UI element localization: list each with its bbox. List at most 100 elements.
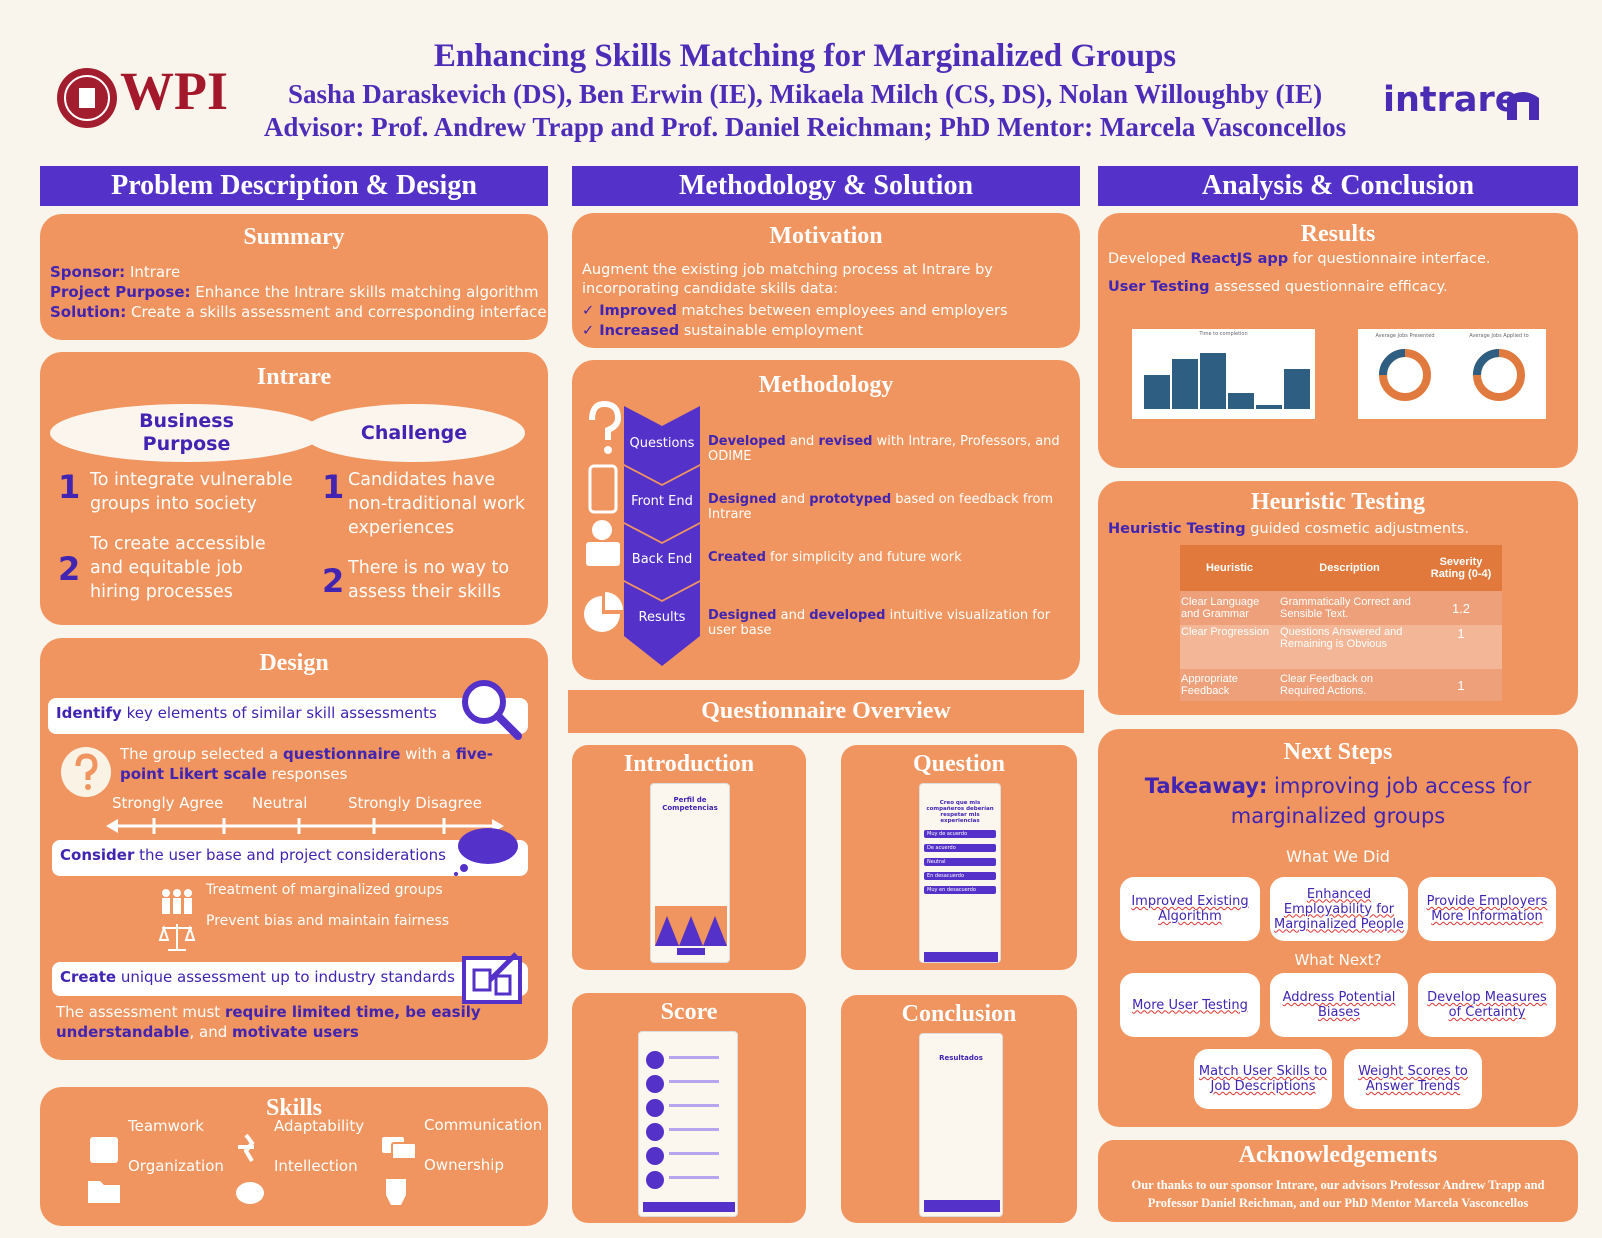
text-segment: improving job access for marginalized gr… [1230, 774, 1532, 828]
intrare-panel: Intrare Business Purpose Challenge 1 To … [40, 352, 548, 625]
element [236, 1182, 264, 1204]
screen-card: Score [572, 993, 806, 1223]
screen-card: Conclusion Resultados [841, 995, 1077, 1223]
bold-segment: Designed [708, 608, 777, 623]
item-text: To create accessible and equitable job h… [90, 534, 266, 602]
phone-screen [638, 1031, 738, 1217]
element [386, 1179, 406, 1205]
screen-buttons [924, 952, 998, 962]
column-header: Methodology & Solution [572, 166, 1080, 206]
text-segment: assessed questionnaire efficacy. [1209, 279, 1448, 295]
panel-title: Design [259, 650, 329, 676]
step-pill: Match User Skills to Job Descriptions [1194, 1049, 1332, 1109]
element [184, 898, 192, 914]
skills-panel: Skills Teamwork Adaptability Communicati… [40, 1087, 548, 1226]
cell: 1.2 [1451, 600, 1471, 616]
text-segment: and [776, 608, 810, 623]
summary-list: Sponsor: Intrare Project Purpose: Enhanc… [50, 262, 547, 322]
thumbnail-title: Average Jobs Presented [1375, 333, 1435, 339]
element [1228, 393, 1254, 409]
bold-segment: Improved [599, 303, 677, 319]
column-header: Analysis & Conclusion [1098, 166, 1578, 206]
check-item: ✓ Increased sustainable employment [582, 321, 1008, 341]
element [391, 1142, 417, 1160]
result-line: User Testing assessed questionnaire effi… [1108, 279, 1448, 295]
element [655, 916, 727, 946]
element [173, 889, 181, 897]
text-segment: for simplicity and future work [765, 550, 962, 565]
intrare-logo: intrare [1383, 80, 1519, 120]
bold-segment: questionnaire [283, 745, 401, 763]
summary-panel: Summary Sponsor: Intrare Project Purpose… [40, 214, 548, 340]
element [158, 924, 196, 941]
element [669, 1176, 719, 1179]
element [184, 889, 192, 897]
text-segment: intuitive visualization for user base [708, 608, 1051, 638]
element [669, 1128, 719, 1131]
bold-segment: Designed [708, 492, 777, 507]
blueprint-icon [462, 952, 522, 1004]
consideration: Treatment of marginalized groups [206, 882, 443, 898]
step-text: Developed and revised with Intrare, Prof… [708, 434, 1080, 464]
card-title: Conclusion [901, 1001, 1017, 1027]
element [472, 968, 512, 996]
answer-option: Muy en desacuerdo [924, 886, 996, 894]
item-text: Candidates have non-traditional work exp… [348, 470, 525, 538]
text-segment: guided cosmetic adjustments. [1245, 521, 1469, 537]
thumbnail-title: Time to completion [1199, 331, 1248, 337]
consideration: Prevent bias and maintain fairness [206, 913, 450, 929]
cell: Clear Feedback on Required Actions. [1280, 673, 1373, 697]
phone-screen: Resultados [919, 1033, 1003, 1217]
bold-segment: revised [818, 434, 873, 449]
bold-segment: require limited time, be easily understa… [56, 1003, 481, 1041]
question-icon [61, 747, 111, 797]
check-mark: ✓ [582, 323, 600, 339]
next-steps-panel: Next Steps Takeaway: improving job acces… [1098, 729, 1578, 1127]
element [669, 1104, 719, 1107]
bold-segment: Increased [599, 323, 680, 339]
cell: 1 [1457, 626, 1465, 641]
label: Sponsor: [50, 263, 126, 281]
element [646, 1123, 664, 1141]
thumbnail-bars [1144, 353, 1310, 409]
score-list [643, 1051, 735, 1212]
item-number: 1 [322, 468, 345, 506]
table-header: Heuristic Description Severity Rating (0-4… [1180, 545, 1502, 591]
element [173, 898, 181, 914]
element [646, 1075, 664, 1093]
heuristic-table: Heuristic Description Severity Rating (0-4… [1180, 545, 1502, 701]
element [460, 864, 468, 872]
cell: Questions Answered and Remaining is Obvi… [1280, 626, 1403, 650]
element [646, 1099, 664, 1117]
bold-segment: Developed [708, 434, 786, 449]
element [1473, 349, 1500, 376]
screen-card: Question Creo que mis compañeros debería… [841, 745, 1077, 970]
header-cell: Severity Rating (0-4) [1430, 556, 1492, 580]
element [624, 582, 700, 666]
text-segment: and [776, 492, 810, 507]
poster-title: Enhancing Skills Matching for Marginaliz… [433, 38, 1177, 74]
element [454, 872, 458, 876]
table-row: Clear Language and Grammar Grammatically … [1180, 591, 1502, 625]
text-segment: unique assessment up to industry standar… [116, 968, 455, 986]
text-segment: responses [266, 765, 348, 783]
text-segment: Developed [1108, 251, 1191, 267]
element [88, 1181, 120, 1203]
element [586, 542, 620, 566]
element: Heuristic Description Severity Rating (0-4… [1180, 545, 1502, 701]
element [162, 889, 170, 897]
skill: Communication [424, 1116, 543, 1134]
bold-segment: motivate users [232, 1023, 359, 1041]
card-title: Introduction [623, 751, 755, 777]
scale-label: Strongly Agree [112, 794, 224, 812]
element [90, 1137, 118, 1163]
text-segment: The group selected a [120, 745, 284, 763]
scale-label: Neutral [252, 794, 308, 812]
donut-thumbnails: Average Jobs Presented Average Jobs Appl… [1358, 329, 1546, 419]
item-text: To integrate vulnerable groups into soci… [90, 470, 293, 514]
motivation-panel: Motivation Augment the existing job matc… [572, 213, 1080, 348]
text-segment: and [785, 434, 819, 449]
phone-screen: Creo que mis compañeros deberían respeta… [919, 783, 1001, 963]
step-pill: More User Testing [1120, 973, 1260, 1037]
